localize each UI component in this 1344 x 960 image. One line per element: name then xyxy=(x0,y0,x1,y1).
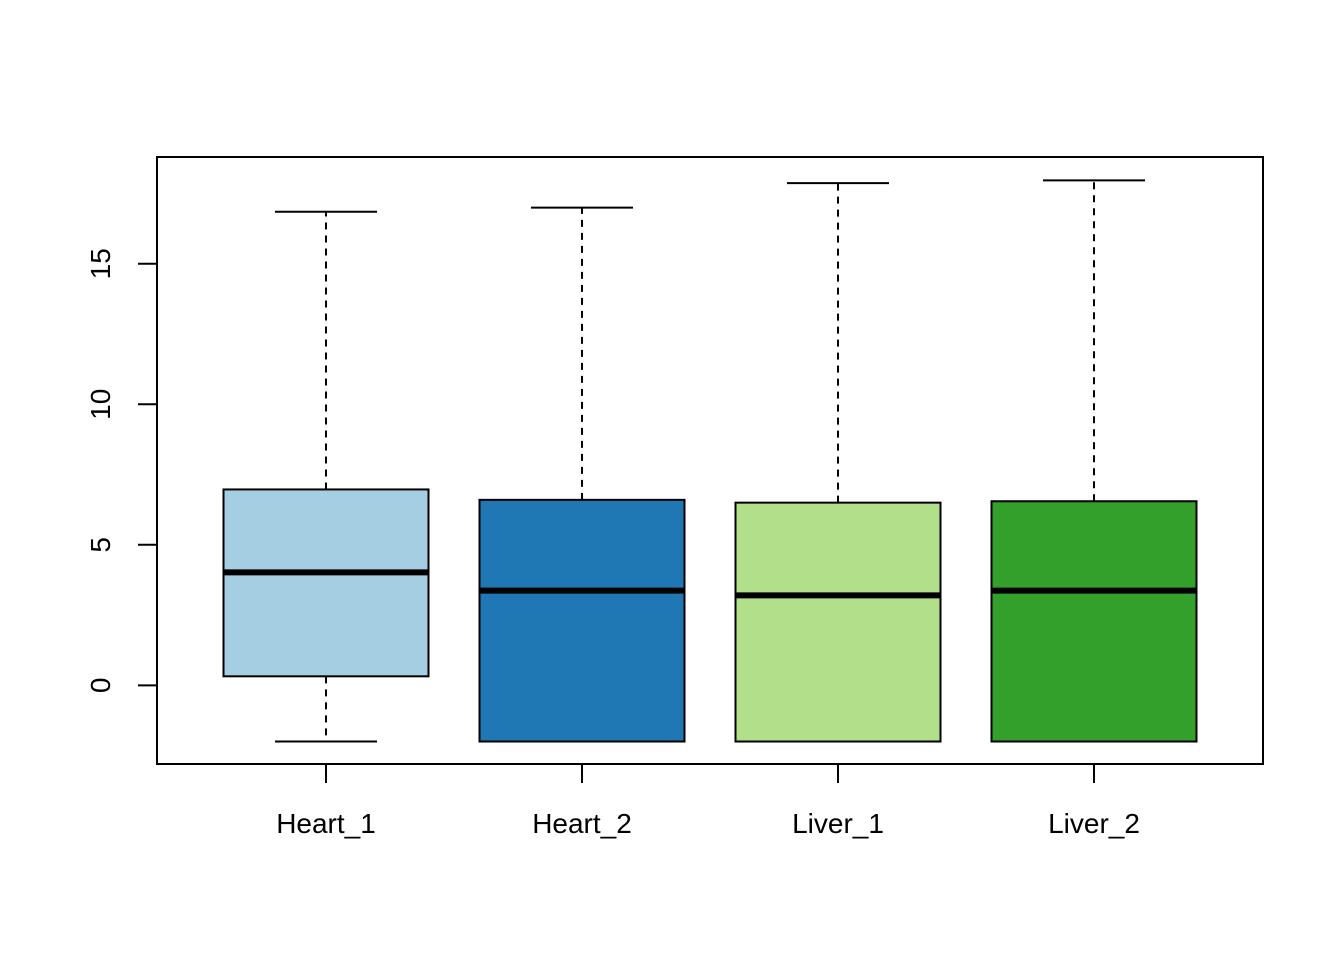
y-tick-label: 5 xyxy=(85,537,116,553)
box-group-heart-2 xyxy=(478,206,686,743)
plot-frame xyxy=(156,156,1264,765)
x-tick-label: Heart_1 xyxy=(276,808,376,839)
iqr-box xyxy=(478,498,686,743)
y-tick-label: 0 xyxy=(85,678,116,694)
x-tick-label: Heart_2 xyxy=(532,808,632,839)
box-group-liver-1 xyxy=(734,182,942,743)
y-tick-label: 15 xyxy=(85,248,116,279)
y-tick-label: 10 xyxy=(85,389,116,420)
plot-layer xyxy=(222,179,1198,743)
axis-layer: Heart_1 Heart_2 Liver_1 Liver_2 0 5 10 15 xyxy=(85,156,1264,839)
iqr-box xyxy=(734,501,942,743)
box-group-liver-2 xyxy=(990,179,1198,743)
iqr-box xyxy=(222,488,430,678)
iqr-box xyxy=(990,500,1198,743)
box-group-heart-1 xyxy=(222,210,430,743)
x-tick-label: Liver_1 xyxy=(792,808,884,839)
x-tick-label: Liver_2 xyxy=(1048,808,1140,839)
